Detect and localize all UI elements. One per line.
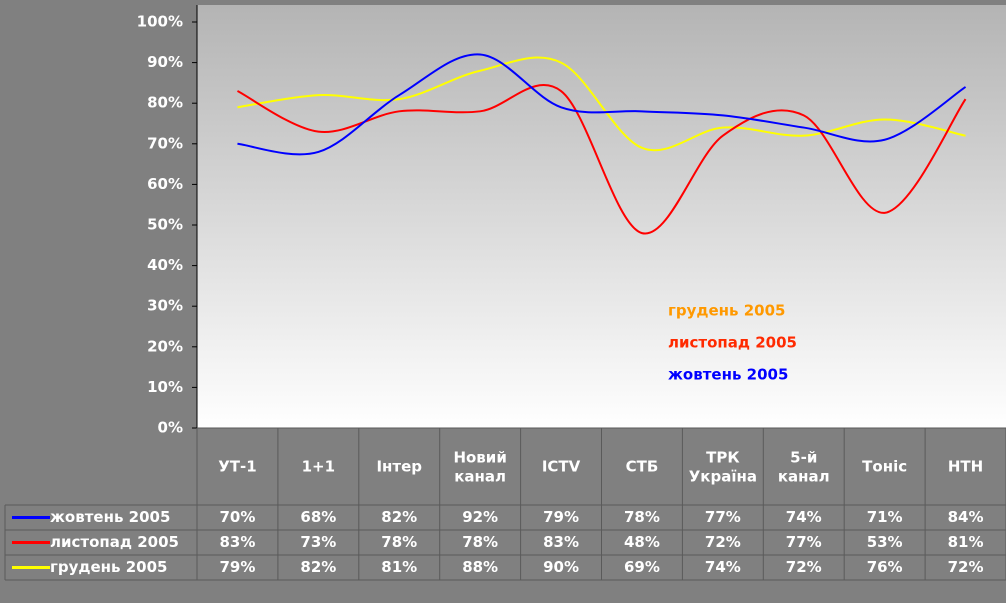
data-label: 81% [948,533,984,551]
data-label: 68% [300,508,336,526]
data-label: 78% [381,533,417,551]
data-label: 82% [300,558,336,576]
data-label: 73% [300,533,336,551]
legend-label: листопад 2005 [50,533,179,551]
legend-label: жовтень 2005 [50,508,170,526]
y-tick-label: 100% [137,13,183,31]
data-label: 48% [624,533,660,551]
data-label: 92% [462,508,498,526]
data-label: 82% [381,508,417,526]
series-line [237,53,967,156]
y-tick-label: 30% [147,297,183,315]
data-label: 72% [948,558,984,576]
data-label: 77% [705,508,741,526]
y-tick-label: 90% [147,53,183,71]
data-label: 72% [705,533,741,551]
data-label: 69% [624,558,660,576]
y-tick-label: 0% [158,419,183,437]
x-tick-label: СТБ [626,458,659,476]
series-line [237,56,966,152]
data-label: 72% [786,558,822,576]
data-label: 77% [786,533,822,551]
data-label: 83% [543,533,579,551]
data-label: 78% [624,508,660,526]
x-tick-label: Тоніс [862,458,907,476]
y-tick-label: 50% [147,216,183,234]
x-tick-label: НТН [948,458,983,476]
data-label: 70% [219,508,255,526]
data-label: 79% [219,558,255,576]
data-label: 74% [786,508,822,526]
data-label: 76% [867,558,903,576]
data-label: 81% [381,558,417,576]
data-label: 90% [543,558,579,576]
x-tick-label: Інтер [376,458,422,476]
data-label: 74% [705,558,741,576]
y-tick-label: 10% [147,378,183,396]
y-tick-label: 70% [147,134,183,152]
x-tick-label: ТРК Україна [689,448,757,485]
data-label: 84% [948,508,984,526]
x-tick-label: 5-й канал [778,448,830,485]
plot-legend-label: листопад 2005 [668,334,797,352]
x-tick-label: Новий канал [453,448,506,485]
x-tick-label: УТ-1 [218,458,256,476]
plot-area [197,5,1006,428]
plot-legend-label: грудень 2005 [668,302,785,320]
plot-legend-label: жовтень 2005 [668,366,788,384]
data-label: 79% [543,508,579,526]
y-tick-label: 20% [147,337,183,355]
data-label: 71% [867,508,903,526]
data-label: 88% [462,558,498,576]
y-tick-label: 80% [147,94,183,112]
data-label: 53% [867,533,903,551]
legend-label: грудень 2005 [50,558,167,576]
series-line [237,84,967,235]
y-tick-label: 60% [147,175,183,193]
y-tick-label: 40% [147,256,183,274]
x-tick-label: 1+1 [302,458,335,476]
x-tick-label: ICTV [542,458,581,476]
data-label: 78% [462,533,498,551]
data-label: 83% [219,533,255,551]
